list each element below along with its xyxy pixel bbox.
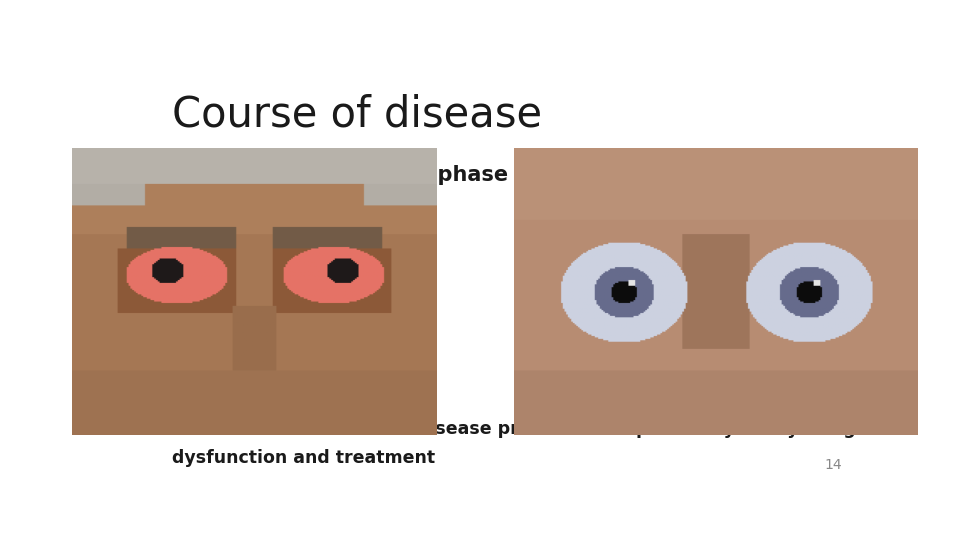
Text: • Inflammatory/active phase: • Inflammatory/active phase: [172, 165, 508, 185]
Text: dysfunction and treatment: dysfunction and treatment: [172, 449, 435, 468]
Text: Course of disease: Course of disease: [172, 94, 542, 136]
Text: 14: 14: [824, 458, 842, 472]
Text: Fibrotic/inactive phase: Fibrotic/inactive phase: [525, 165, 795, 185]
Text: Clinical course of orbital disease proceeds independently of thyroid gland: Clinical course of orbital disease proce…: [172, 420, 899, 438]
